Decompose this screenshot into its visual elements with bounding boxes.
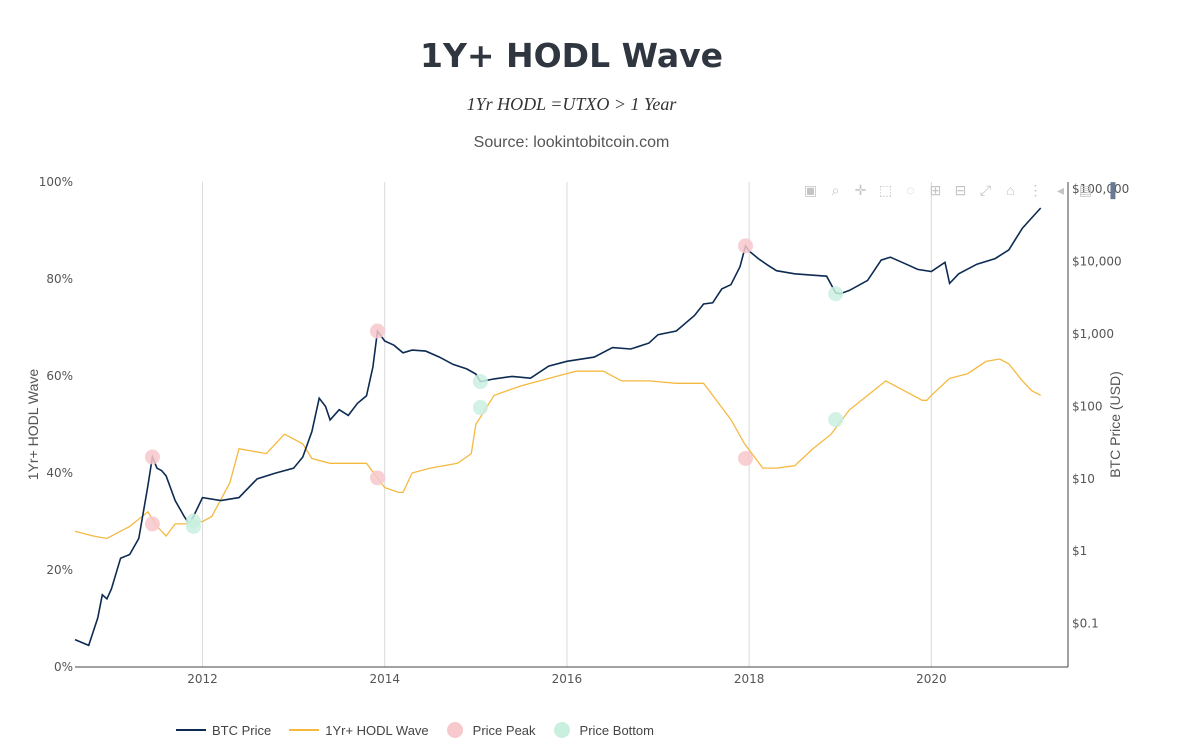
y2-tick-label: $1,000 [1072,327,1114,341]
chart-subtitle: 1Yr HODL =UTXO > 1 Year [466,94,677,114]
legend: BTC Price 1Yr+ HODL Wave Price Peak Pric… [176,722,672,738]
x-tick-label: 2016 [552,672,583,686]
spike-lines-icon[interactable]: ⋮ [1028,181,1043,198]
legend-item-btc[interactable]: BTC Price [176,723,271,738]
x-tick-label: 2012 [187,672,218,686]
legend-label-peak: Price Peak [472,722,536,738]
grid-lines [202,182,932,667]
legend-item-bottom[interactable]: Price Bottom [553,722,654,738]
modebar: ▣ ⌕ ✛ ⬚ ◌ ⊞ ⊟ ⤢ ⌂ ⋮ ◂ ▤ ▐ [800,180,1121,200]
y-tick-label: 60% [46,369,73,383]
y-tick-label: 20% [46,563,73,577]
legend-label-bottom: Price Bottom [579,722,654,738]
legend-item-hodl[interactable]: 1Yr+ HODL Wave [289,722,429,738]
y-tick-label: 0% [54,660,73,674]
price-bottom-marker[interactable] [185,518,201,534]
y2-axis-title: BTC Price (USD) [1107,371,1123,478]
hodl-wave-line[interactable] [74,358,1042,540]
plotly-logo-icon[interactable]: ▐ [1105,182,1116,198]
zoom-icon[interactable]: ⌕ [831,181,840,198]
y-axis-title: 1Yr+ HODL Wave [25,369,41,481]
pan-icon[interactable]: ✛ [854,181,867,198]
y2-tick-label: $0.1 [1072,617,1099,631]
y2-tick-label: $100 [1072,399,1103,413]
legend-label-hodl: 1Yr+ HODL Wave [325,722,429,738]
legend-dot-bottom [553,722,570,738]
hover-compare-icon[interactable]: ▤ [1078,181,1093,198]
price-peak-marker[interactable] [144,449,160,465]
price-bottom-marker[interactable] [828,412,844,428]
lasso-icon[interactable]: ◌ [906,182,915,198]
price-bottom-marker[interactable] [472,400,488,416]
y2-tick-label: $1 [1072,544,1087,558]
chart-source: Source: lookintobitcoin.com [473,134,670,151]
x-tick-label: 2018 [734,672,765,686]
price-bottom-marker[interactable] [828,286,844,302]
axes: 2012 2014 2016 2018 2020 0% 20% 40% 60% 80% 100% $0… [25,175,1129,686]
y-tick-label: 100% [39,175,73,189]
x-tick-label: 2020 [916,672,947,686]
price-peak-marker[interactable] [369,323,385,339]
price-peak-marker[interactable] [369,470,385,486]
zoom-out-icon[interactable]: ⊟ [954,181,967,198]
legend-dot-peak [446,722,463,738]
series-layer[interactable] [74,207,1042,647]
home-icon[interactable]: ⌂ [1006,182,1015,198]
y2-tick-label: $100,000 [1072,182,1129,196]
box-select-icon[interactable]: ⬚ [878,181,893,198]
price-bottom-marker[interactable] [472,374,488,390]
hover-closest-icon[interactable]: ◂ [1056,181,1065,198]
price-peak-marker[interactable] [738,450,754,466]
zoom-in-icon[interactable]: ⊞ [929,181,942,198]
legend-line-hodl [289,729,320,731]
legend-line-btc [176,729,206,731]
y2-tick-label: $10,000 [1072,255,1122,269]
legend-label-btc: BTC Price [212,722,272,738]
y-tick-label: 80% [46,272,73,286]
y2-tick-label: $10 [1072,472,1095,486]
markers-layer[interactable] [144,238,844,534]
camera-icon[interactable]: ▣ [803,181,818,198]
price-peak-marker[interactable] [738,238,754,254]
x-tick-label: 2014 [369,672,400,686]
price-peak-marker[interactable] [144,516,160,532]
chart-title: 1Y+ HODL Wave [420,36,723,75]
y-tick-label: 40% [46,466,73,480]
btc-price-line[interactable] [74,207,1042,647]
autoscale-icon[interactable]: ⤢ [979,181,992,198]
legend-item-peak[interactable]: Price Peak [446,722,536,738]
